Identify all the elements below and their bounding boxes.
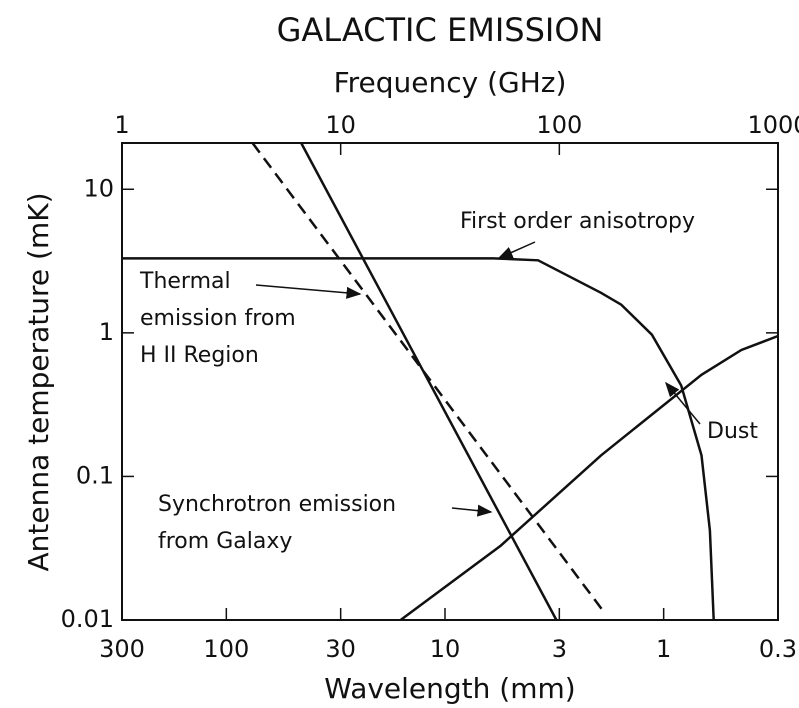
series-annotation: Thermal bbox=[139, 269, 231, 294]
x2-tick-label: 3 bbox=[552, 635, 567, 663]
series-line bbox=[399, 334, 779, 622]
series-annotation: Synchrotron emission bbox=[158, 492, 396, 517]
series-line bbox=[251, 142, 606, 614]
y-tick-label: 0.1 bbox=[76, 461, 114, 489]
chart-title: GALACTIC EMISSION bbox=[277, 11, 604, 49]
x-tick-label: 1 bbox=[114, 111, 129, 139]
x2-axis-label: Wavelength (mm) bbox=[324, 672, 575, 705]
x2-tick-label: 30 bbox=[325, 635, 356, 663]
x2-tick-label: 100 bbox=[203, 635, 249, 663]
x-tick-label: 100 bbox=[536, 111, 582, 139]
series-line bbox=[122, 257, 715, 621]
y-tick-label: 10 bbox=[83, 174, 114, 202]
y-axis-label: Antenna temperature (mK) bbox=[22, 192, 55, 571]
series-annotation: emission from bbox=[140, 306, 296, 331]
x-axis-label: Frequency (GHz) bbox=[334, 66, 567, 99]
x2-tick-label: 10 bbox=[430, 635, 461, 663]
series-annotation: Dust bbox=[707, 419, 758, 444]
x-tick-label: 10 bbox=[325, 111, 356, 139]
annotation-arrows bbox=[255, 241, 701, 517]
plot-frame bbox=[121, 142, 779, 621]
series-annotation: from Galaxy bbox=[158, 529, 292, 554]
x2-tick-label: 0.3 bbox=[759, 635, 797, 663]
y-tick-label: 0.01 bbox=[61, 605, 114, 633]
x2-tick-label: 1 bbox=[656, 635, 671, 663]
x-tick-label: 1000 bbox=[747, 111, 799, 139]
series-annotation: H II Region bbox=[140, 343, 259, 368]
series-line bbox=[300, 142, 558, 621]
x2-tick-label: 300 bbox=[99, 635, 145, 663]
series-annotation: First order anisotropy bbox=[460, 209, 695, 234]
y-tick-label: 1 bbox=[99, 318, 114, 346]
